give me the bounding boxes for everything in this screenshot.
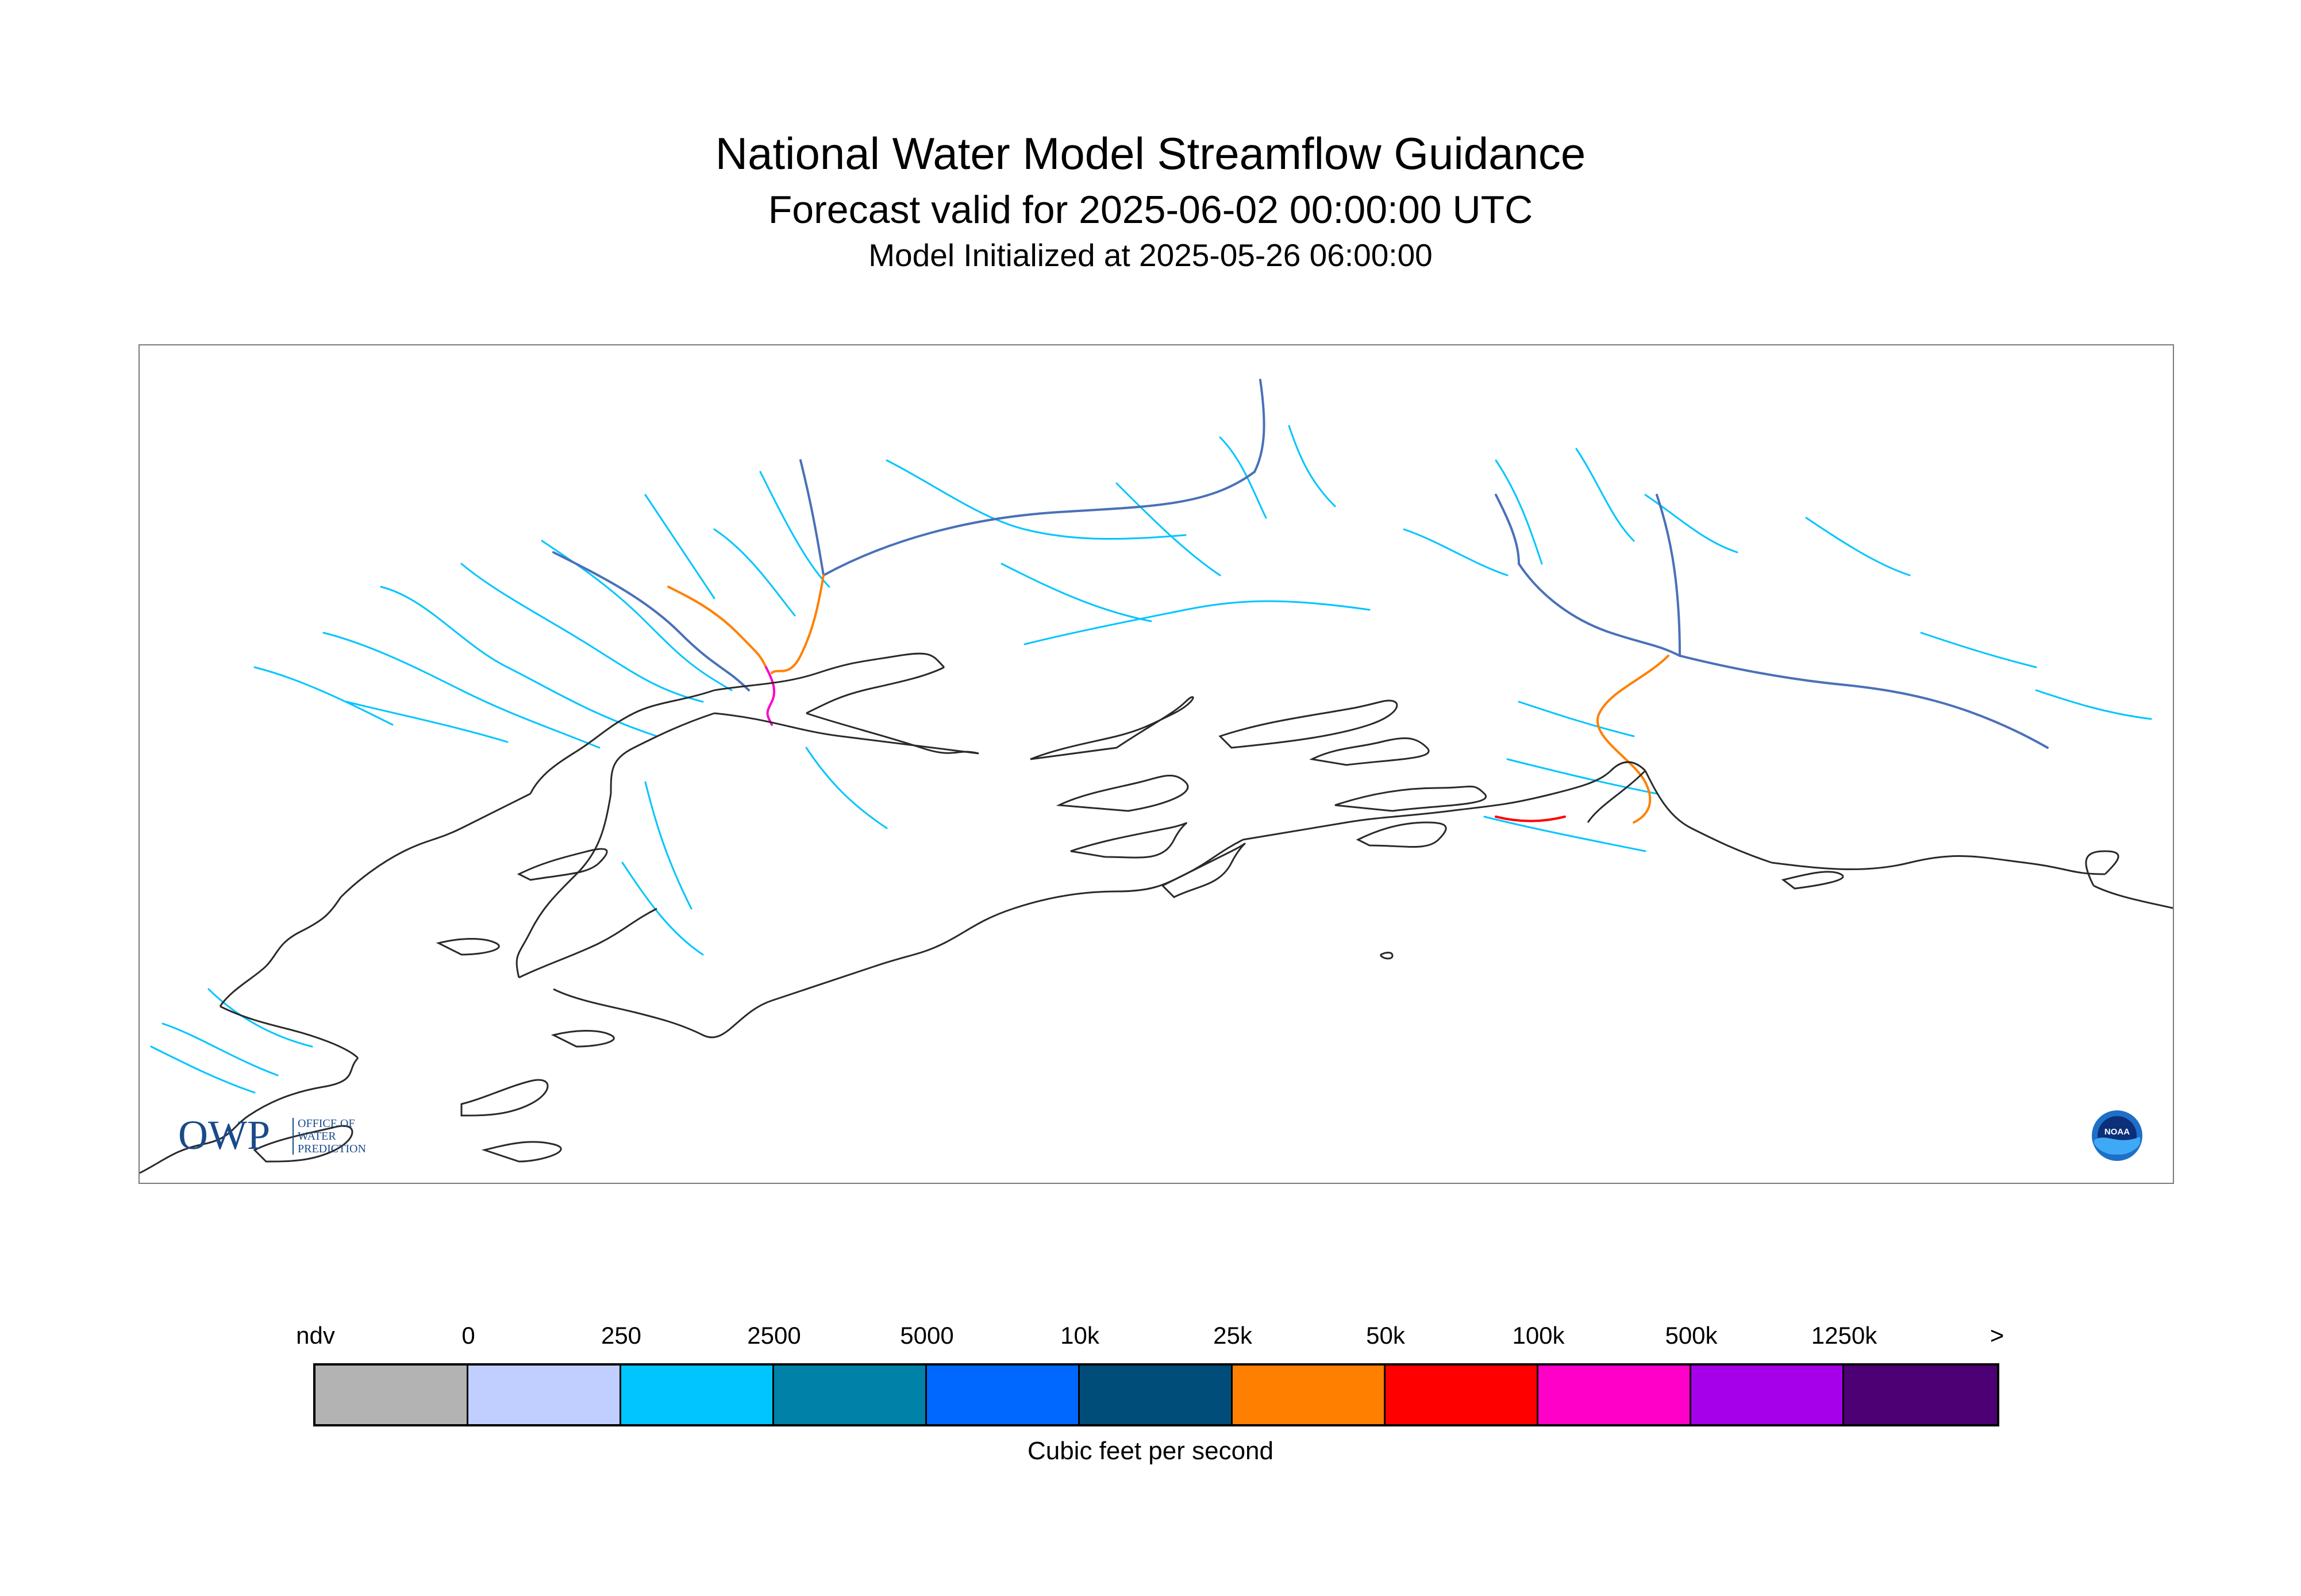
color-legend [313,1363,1999,1426]
legend-swatch [1233,1366,1386,1424]
owp-logo: OWP OFFICE OF WATER PREDICTION [178,1112,385,1159]
legend-label: 2500 [747,1322,801,1349]
very-high-flow-rivers [1495,816,1566,822]
legend-label: 10k [1060,1322,1099,1349]
streamflow-map[interactable]: OWP OFFICE OF WATER PREDICTION NOAA [138,344,2174,1184]
legend-swatch [315,1366,468,1424]
svg-text:OWP: OWP [178,1113,270,1158]
legend-label: 500k [1665,1322,1718,1349]
legend-label: 5000 [900,1322,954,1349]
legend-swatch [621,1366,774,1424]
legend-swatch [927,1366,1080,1424]
svg-text:NOAA: NOAA [2104,1127,2130,1137]
coastline [140,652,2173,1174]
mid-flow-rivers [552,379,2049,749]
model-initialized-line: Model Initialized at 2025-05-26 06:00:00 [868,237,1433,273]
legend-label: 25k [1213,1322,1252,1349]
legend-label: > [1990,1322,2004,1349]
map-title: National Water Model Streamflow Guidance [715,128,1586,179]
islands [253,696,1844,1163]
legend-label: 50k [1366,1322,1405,1349]
legend-label: ndv [296,1322,335,1349]
legend-swatch [774,1366,927,1424]
legend-labels: ndv 0 250 2500 5000 10k 25k 50k 100k 500k 1250k > [0,1322,2301,1356]
noaa-logo: NOAA [2091,1109,2144,1162]
legend-swatch [1538,1366,1691,1424]
legend-label: 100k [1512,1322,1565,1349]
legend-swatch [1691,1366,1844,1424]
forecast-valid-subtitle: Forecast valid for 2025-06-02 00:00:00 U… [768,188,1533,232]
low-flow-rivers [150,425,2152,1094]
svg-text:WATER: WATER [298,1130,336,1143]
svg-text:PREDICTION: PREDICTION [298,1143,366,1155]
legend-label: 250 [601,1322,642,1349]
legend-label: 0 [461,1322,475,1349]
legend-swatch [1844,1366,1997,1424]
peak-flow-rivers [765,666,776,726]
legend-units: Cubic feet per second [1027,1437,1274,1465]
map-canvas [140,379,2173,1174]
legend-label: 1250k [1811,1322,1877,1349]
high-flow-rivers [667,574,1669,824]
legend-swatch [1080,1366,1233,1424]
svg-text:OFFICE OF: OFFICE OF [298,1117,355,1130]
legend-swatch [1386,1366,1538,1424]
legend-swatch [468,1366,621,1424]
